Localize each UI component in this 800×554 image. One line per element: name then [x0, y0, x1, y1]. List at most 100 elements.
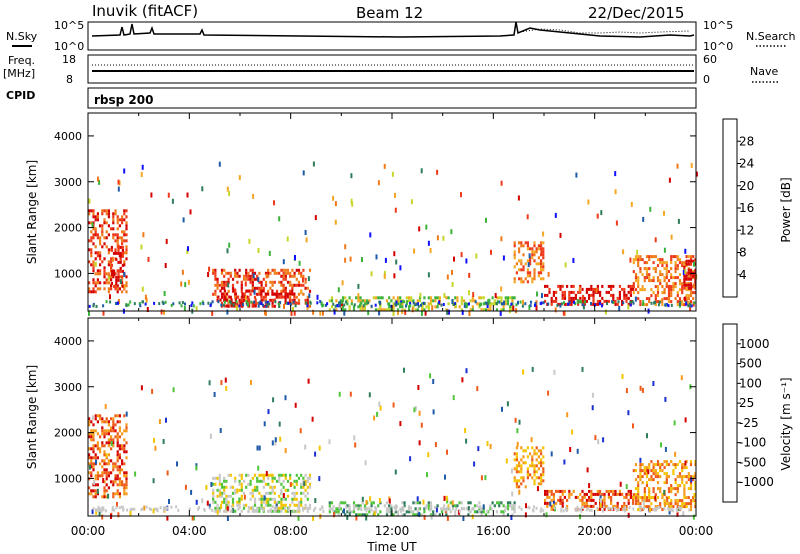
scatter-cell: [271, 440, 274, 446]
data-cell: [522, 268, 525, 272]
data-cell: [236, 280, 239, 284]
data-cell: [278, 473, 281, 477]
data-cell: [685, 481, 688, 485]
data-cell: [694, 258, 697, 262]
data-cell: [412, 299, 415, 303]
scatter-cell: [684, 268, 687, 274]
ground-scatter-cell: [521, 304, 524, 308]
data-cell: [637, 493, 640, 497]
data-cell: [676, 463, 679, 467]
data-cell: [352, 507, 356, 511]
data-cell: [293, 497, 296, 501]
data-cell: [540, 473, 543, 477]
data-cell: [237, 295, 240, 299]
data-cell: [107, 444, 110, 448]
data-cell: [267, 491, 270, 495]
scatter-cell: [162, 439, 165, 444]
data-cell: [123, 438, 126, 442]
scatter-cell: [516, 428, 519, 434]
data-cell: [88, 281, 91, 285]
data-cell: [605, 299, 608, 303]
data-cell: [456, 504, 459, 508]
data-cell: [689, 274, 693, 278]
data-cell: [245, 271, 248, 275]
data-cell: [251, 509, 254, 513]
data-cell: [335, 299, 338, 303]
scatter-cell: [274, 437, 277, 443]
scatter-cell: [105, 453, 108, 459]
data-cell: [363, 302, 367, 306]
data-cell: [566, 284, 569, 288]
data-cell: [248, 301, 251, 305]
scatter-cell: [579, 514, 582, 520]
ground-scatter-cell: [100, 509, 103, 513]
scatter-cell: [425, 224, 428, 230]
data-cell: [297, 292, 301, 296]
data-cell: [689, 300, 693, 304]
ground-scatter-cell: [417, 304, 420, 308]
data-cell: [535, 262, 538, 266]
data-cell: [542, 262, 545, 266]
data-cell: [506, 302, 510, 306]
scatter-cell: [224, 377, 227, 383]
data-cell: [694, 283, 697, 287]
data-cell: [515, 470, 518, 474]
data-cell: [445, 513, 448, 517]
data-cell: [670, 267, 673, 271]
data-cell: [366, 299, 369, 303]
data-cell: [275, 295, 278, 299]
scatter-cell: [586, 467, 589, 473]
scatter-cell: [226, 506, 229, 512]
data-cell: [269, 503, 272, 507]
data-cell: [469, 501, 472, 505]
data-cell: [588, 296, 591, 300]
data-cell: [583, 492, 586, 496]
data-cell: [674, 255, 677, 259]
ground-scatter-cell: [580, 300, 583, 304]
data-cell: [249, 491, 252, 495]
data-cell: [289, 295, 292, 299]
scatter-cell: [364, 305, 367, 311]
data-cell: [236, 271, 239, 275]
scatter-cell: [684, 460, 687, 466]
scatter-cell: [399, 265, 402, 271]
data-cell: [101, 495, 104, 499]
data-cell: [295, 295, 298, 299]
data-cell: [661, 496, 664, 500]
data-cell: [251, 491, 254, 495]
data-cell: [103, 450, 106, 454]
scatter-cell: [674, 451, 677, 457]
data-cell: [637, 285, 640, 289]
data-cell: [627, 290, 630, 294]
scatter-cell: [118, 180, 121, 186]
data-cell: [685, 466, 688, 470]
scatter-cell: [484, 475, 487, 481]
data-cell: [99, 269, 102, 273]
scatter-cell: [414, 405, 417, 411]
scatter-cell: [141, 286, 144, 292]
data-cell: [610, 293, 613, 297]
ground-scatter-cell: [576, 505, 579, 509]
data-cell: [225, 497, 228, 501]
data-cell: [596, 284, 599, 288]
ground-scatter-cell: [201, 300, 204, 304]
data-cell: [269, 280, 272, 284]
data-cell: [352, 510, 356, 514]
data-cell: [548, 489, 551, 493]
scatter-cell: [682, 269, 685, 275]
data-cell: [585, 492, 588, 496]
data-cell: [372, 296, 375, 300]
data-cell: [262, 298, 265, 302]
data-cell: [123, 263, 126, 267]
scatter-cell: [116, 502, 118, 507]
data-cell: [681, 285, 684, 289]
data-cell: [509, 501, 512, 505]
scatter-cell: [621, 374, 624, 379]
scatter-cell: [664, 501, 666, 507]
scatter-cell: [227, 282, 230, 288]
scatter-cell: [282, 259, 285, 265]
ground-scatter-cell: [540, 507, 543, 511]
data-cell: [119, 260, 122, 264]
data-cell: [304, 494, 307, 498]
data-cell: [618, 492, 621, 496]
